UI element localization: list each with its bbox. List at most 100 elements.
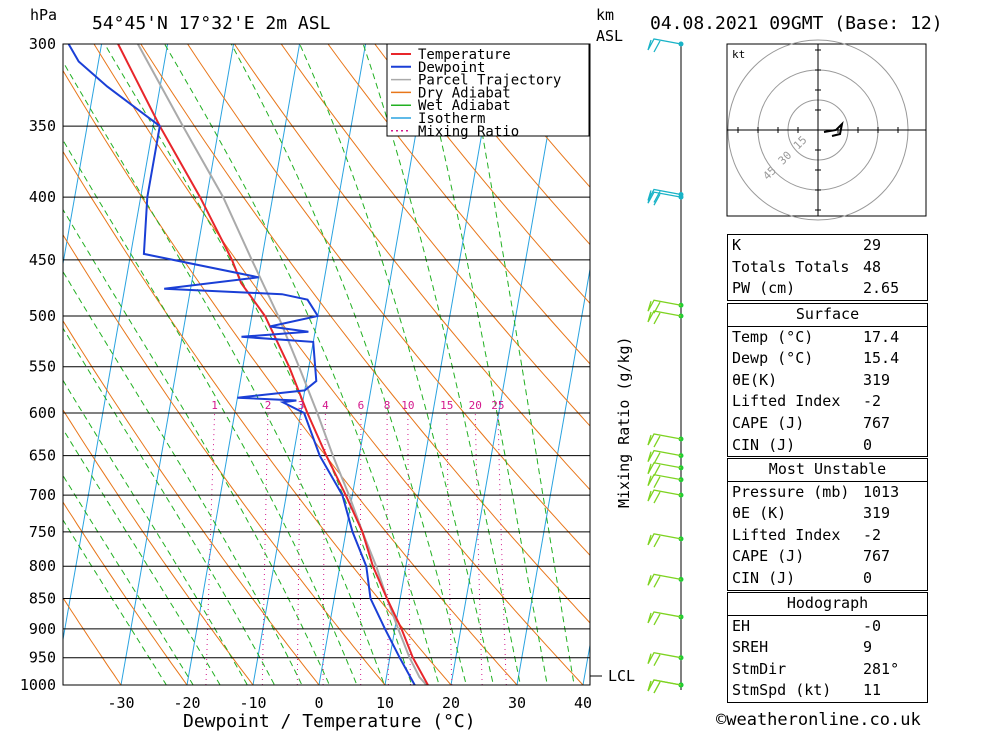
mixing-ratio-line — [386, 413, 389, 685]
mu-row: CIN (J) 0 — [732, 568, 873, 587]
wet-adiabat-line — [417, 44, 548, 685]
wind-barb-flag — [653, 576, 661, 588]
dry-adiabat-line — [944, 7, 1000, 711]
mixing-ratio-label: 20 — [469, 399, 482, 412]
hodo-row: StmDir 281° — [732, 659, 900, 678]
dry-adiabat-line — [63, 150, 452, 685]
pressure-tick-label: 700 — [29, 486, 56, 504]
hodograph-trace — [823, 120, 844, 137]
surface-row: Dewp (°C) 15.4 — [732, 349, 900, 368]
mixing-ratio-label: 4 — [322, 399, 329, 412]
indices-table: K 29 Totals Totals 48 PW (cm) 2.65 — [727, 234, 928, 301]
pressure-tick-label: 800 — [29, 557, 56, 575]
isotherm-line — [582, 642, 590, 685]
surface-row: Lifted Index -2 — [732, 392, 882, 411]
mixing-ratio-line — [360, 412, 362, 685]
temperature-tick-label: 30 — [508, 694, 526, 712]
surface-table: Surface Temp (°C) 17.4 Dewp (°C) 15.4 θE(K… — [727, 303, 928, 458]
dry-adiabat-line — [63, 319, 320, 685]
isotherm-line — [63, 44, 103, 267]
wet-adiabat-line — [63, 208, 330, 685]
temperature-line — [117, 44, 430, 685]
hodo-row: StmSpd (kt) 11 — [732, 681, 882, 700]
pressure-tick-label: 550 — [29, 358, 56, 376]
dry-adiabat-line — [989, 7, 1000, 711]
wind-barb-flag — [653, 301, 661, 314]
wind-barb-flag — [653, 40, 661, 53]
mixing-ratio-label: 2 — [265, 399, 272, 412]
dry-adiabat-line — [63, 501, 188, 685]
mu-row: Pressure (mb) 1013 — [732, 482, 900, 501]
wind-barb — [647, 651, 682, 665]
wet-adiabat-line — [63, 60, 385, 685]
wind-barb-flag — [653, 654, 661, 667]
surface-row: CIN (J) 0 — [732, 435, 873, 454]
dry-adiabat-line — [140, 44, 590, 624]
hodograph-unit-label: kt — [732, 48, 745, 61]
mu-row: CAPE (J) 767 — [732, 547, 891, 566]
dry-adiabat-line — [420, 44, 590, 246]
wind-barb-flag — [653, 681, 661, 694]
surface-row: θE(K) 319 — [732, 370, 891, 389]
temperature-tick-label: 20 — [442, 694, 460, 712]
temperature-tick-label: 10 — [376, 694, 394, 712]
wind-barb — [647, 310, 682, 323]
wind-barb-flag — [653, 535, 661, 548]
wet-adiabat-line — [299, 44, 494, 685]
wind-barb — [647, 449, 682, 462]
isotherm-line — [186, 44, 301, 685]
mixing-ratio-label: 3 — [298, 399, 305, 412]
copyright-link[interactable]: ©weatheronline.co.uk — [716, 710, 921, 730]
mixing-ratio-axis-label: Mixing Ratio (g/kg) — [615, 336, 633, 508]
surface-title: Surface — [728, 304, 927, 327]
index-row-pw: PW (cm) 2.65 — [732, 279, 900, 298]
dry-adiabat-line — [63, 596, 122, 685]
wind-barb — [647, 299, 682, 312]
legend-entry: Isotherm — [418, 111, 485, 127]
mixing-ratio-line — [407, 412, 411, 685]
wet-adiabat-line — [465, 44, 575, 685]
parcel-trajectory-line — [137, 44, 428, 685]
legend-entry: Temperature — [418, 47, 511, 63]
legend-entry: Mixing Ratio — [418, 124, 519, 140]
wind-barb-flag — [653, 464, 661, 477]
dry-adiabat-line — [187, 44, 590, 557]
mu-row: Lifted Index -2 — [732, 525, 882, 544]
wind-barb-flag — [653, 491, 661, 504]
legend-entry: Parcel Trajectory — [418, 73, 561, 89]
x-axis-label: Dewpoint / Temperature (°C) — [183, 711, 476, 732]
wet-adiabat-line — [164, 44, 440, 685]
dry-adiabat-line — [93, 44, 584, 685]
pressure-tick-label: 950 — [29, 649, 56, 667]
most-unstable-title: Most Unstable — [728, 459, 927, 482]
pressure-tick-label: 750 — [29, 523, 56, 541]
pressure-tick-label: 300 — [29, 35, 56, 53]
pressure-tick-label: 400 — [29, 188, 56, 206]
wet-adiabat-line — [362, 44, 521, 685]
wind-barb — [647, 462, 682, 475]
wind-barb-flag — [653, 191, 661, 203]
wet-adiabat-line — [63, 379, 248, 685]
most-unstable-table: Most Unstable Pressure (mb) 1013 θE (K) 31… — [727, 458, 928, 591]
dry-adiabat-line — [63, 69, 518, 685]
mixing-ratio-label: 10 — [401, 399, 414, 412]
wind-barb-flag — [653, 452, 661, 464]
wet-adiabat-line — [230, 44, 467, 685]
mixing-ratio-line — [296, 412, 302, 685]
wind-barb-flag — [653, 312, 661, 325]
mu-row: θE (K) 319 — [732, 504, 891, 523]
wind-barb-flag — [653, 476, 661, 488]
wind-barb — [647, 473, 682, 486]
hodo-row: SREH 9 — [732, 638, 873, 657]
plot-frame — [62, 43, 591, 686]
legend-entry: Wet Adiabat — [418, 98, 511, 114]
mixing-ratio-label: 8 — [384, 399, 391, 412]
legend-entry: Dewpoint — [418, 60, 485, 76]
index-row-k: K 29 — [732, 236, 882, 254]
mixing-ratio-line — [474, 412, 483, 685]
temperature-tick-label: -20 — [173, 694, 200, 712]
pressure-tick-label: 600 — [29, 404, 56, 422]
